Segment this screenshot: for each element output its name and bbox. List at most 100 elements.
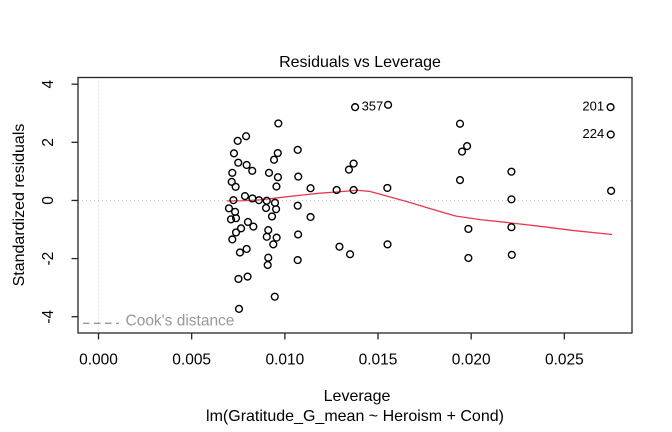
x-tick-label: 0.020 [452,352,491,369]
data-point [293,201,302,210]
point-id-label: 224 [583,126,605,141]
data-point [231,214,241,223]
data-point [228,168,237,177]
data-point [235,248,245,257]
data-point [243,217,253,227]
data-point [606,130,615,139]
data-point [269,155,279,164]
model-caption: lm(Gratitude_G_mean ~ Heroism + Cond) [206,408,504,425]
data-point [455,119,465,128]
data-point [234,158,243,167]
data-point [242,160,251,170]
data-point [464,253,473,263]
data-point [226,215,236,224]
data-point [229,196,238,205]
chart-title: Residuals vs Leverage [279,54,441,71]
data-point [274,119,283,128]
data-point [264,253,273,262]
data-point [243,272,252,281]
data-point [273,173,283,182]
data-point [270,198,280,207]
data-point [249,222,258,231]
y-axis-label: Standardized residuals [11,124,28,287]
data-point [383,100,393,109]
reference-lines-layer [78,77,632,333]
data-point [262,232,271,241]
x-tick-label: 0.025 [545,352,584,369]
data-point [236,224,246,233]
point-id-label: 357 [362,99,384,114]
data-point [462,141,472,151]
data-point [272,233,281,242]
data-point [507,167,516,176]
point-id-label: 201 [582,99,604,114]
data-point [227,177,236,186]
data-point [335,242,344,251]
data-point [293,230,303,239]
data-point [306,184,315,193]
data-point [457,147,467,156]
data-point [241,132,251,141]
data-layer [224,100,616,313]
data-point [464,224,473,234]
y-tick-label: 0 [40,196,57,205]
y-tick-label: -4 [40,309,57,323]
y-tick-label: 2 [40,138,57,147]
data-point [306,212,315,222]
data-point [507,195,516,204]
data-point [254,196,264,205]
data-point [293,255,302,265]
axes-layer: 0.000 0.005 0.010 0.015 0.020 0.025 -4 -2 0 2 4 [40,76,633,369]
x-tick-label: 0.000 [79,352,118,369]
data-point [607,186,616,195]
data-point [264,168,274,177]
data-point [229,149,239,158]
data-point [263,260,272,270]
cooks-distance-legend-label: Cook's distance [126,313,235,330]
data-point [606,103,615,112]
data-point [507,223,516,232]
annotations-layer: Cook's distance 357 201 224 [83,99,604,330]
data-point [294,172,303,181]
data-point [332,185,341,195]
data-point [261,203,271,213]
x-axis-label: Leverage [324,388,391,405]
data-point [293,145,302,154]
data-point [350,103,360,112]
data-point [233,136,242,145]
smooth-line [227,189,613,236]
data-point [344,165,354,174]
data-point [273,148,282,158]
data-point [234,304,244,313]
data-point [269,240,278,249]
data-point [230,207,240,216]
data-point [240,191,250,201]
data-point [507,250,516,259]
x-tick-label: 0.010 [265,352,304,369]
y-tick-label: -2 [40,252,57,266]
y-tick-label: 4 [40,79,57,88]
data-point [383,240,392,249]
data-point [228,235,237,244]
data-point [264,226,273,235]
plot-box [77,76,633,334]
data-point [270,292,279,301]
data-point [383,183,392,193]
data-point [231,182,240,191]
data-point [272,182,281,191]
data-point [267,212,277,221]
data-point [349,185,358,195]
data-point [224,204,234,213]
data-point [242,244,251,254]
data-point [248,166,257,175]
x-tick-label: 0.005 [172,352,211,369]
data-point [455,176,465,185]
x-tick-label: 0.015 [359,352,398,369]
data-point [345,250,355,259]
data-point [234,274,243,284]
data-point [271,205,281,214]
data-point [231,228,241,237]
data-point [349,159,358,168]
